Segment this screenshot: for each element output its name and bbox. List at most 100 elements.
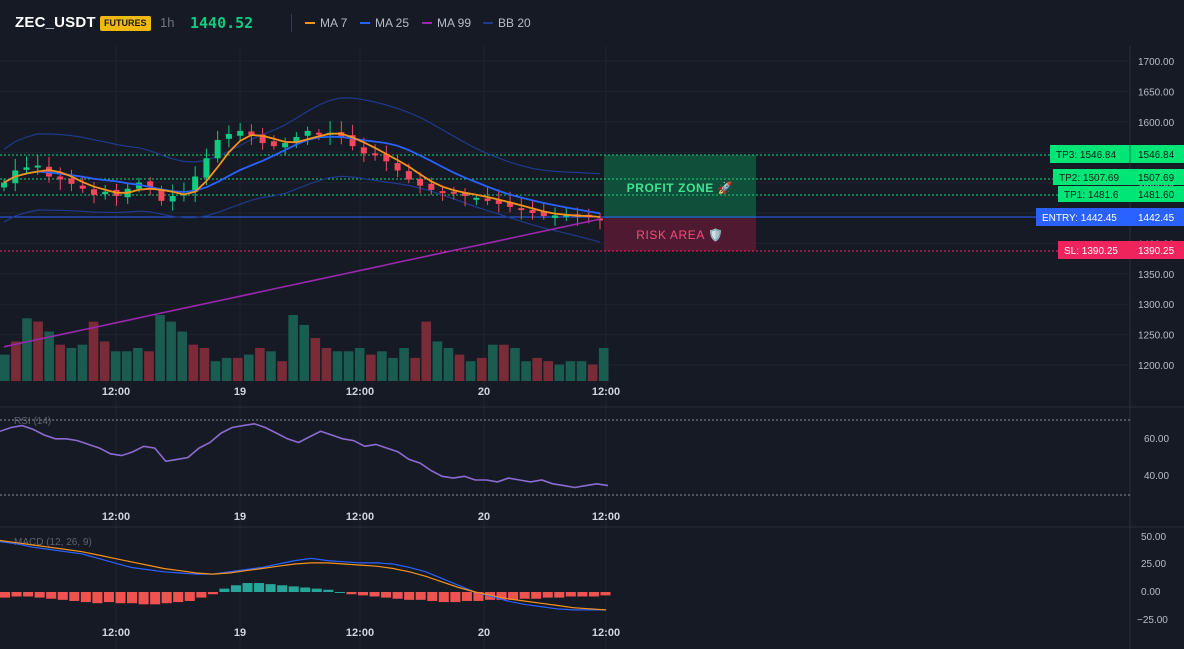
candle-body [293, 137, 300, 144]
volume-bar [510, 348, 520, 381]
price-tick: 1700.00 [1138, 57, 1175, 68]
volume-bar [576, 361, 587, 381]
volume-bar [33, 321, 43, 381]
volume-bar [88, 321, 99, 381]
volume-bar [177, 331, 188, 381]
candle-body [225, 133, 232, 139]
candle-body [270, 141, 277, 147]
symbol-title[interactable]: ZEC_USDT [15, 14, 96, 31]
volume-bar [354, 348, 365, 381]
volume-bar [155, 315, 165, 381]
candle-body [259, 134, 266, 144]
macd-tick-neg25: −25.00 [1137, 615, 1168, 626]
volume-bar [99, 341, 110, 381]
time-tick: 12:00 [102, 386, 130, 398]
volume-bar [232, 357, 243, 381]
macd-hist-bar [230, 585, 241, 592]
tp1-tag[interactable]: TP1: 1481.6 1481.60 [1058, 186, 1184, 202]
volume-bar [399, 348, 409, 381]
tp3-tag-label: TP3: 1546.84 [1056, 150, 1116, 161]
candle-body [450, 191, 457, 194]
legend-bb20[interactable]: BB 20 [483, 16, 531, 30]
ma99-swatch [422, 22, 432, 24]
macd-hist-bar [69, 592, 80, 601]
volume-bar [488, 344, 498, 381]
macd-tick-0: 0.00 [1141, 587, 1161, 598]
time-tick: 12:00 [102, 627, 130, 639]
macd-hist-bar [57, 592, 68, 600]
entry-axis-value: 1442.45 [1138, 213, 1175, 224]
volume-bar [144, 351, 154, 381]
candle-body [439, 191, 446, 194]
macd-hist-bar [207, 592, 218, 595]
volume-bars [0, 315, 609, 381]
volume-bar [110, 351, 121, 381]
risk-zone[interactable] [604, 218, 756, 251]
volume-bar [288, 315, 298, 381]
futures-badge: FUTURES [100, 16, 151, 31]
macd-hist-bar [184, 592, 195, 601]
macd-hist-bar [80, 592, 91, 603]
candle-body [1, 182, 7, 188]
macd-hist-bar [438, 592, 449, 603]
macd-hist-bar [196, 592, 207, 598]
legend-ma25[interactable]: MA 25 [360, 16, 409, 30]
macd-hist-bar [219, 588, 230, 592]
time-tick: 12:00 [592, 386, 620, 398]
trading-chart[interactable]: PROFIT ZONE 🚀 RISK AREA 🛡️ 1700.00 1650.0… [0, 46, 1184, 649]
sl-tag[interactable]: SL: 1390.25 1390.25 [1058, 241, 1184, 259]
volume-bar [521, 361, 531, 381]
volume-bar [77, 344, 88, 381]
tp2-tag[interactable]: TP2: 1507.69 1507.69 [1053, 169, 1184, 185]
tp3-tag[interactable]: TP3: 1546.84 1546.84 [1050, 145, 1184, 163]
legend-ma7[interactable]: MA 7 [305, 16, 347, 30]
macd-hist-bar [346, 592, 357, 595]
volume-bar [244, 354, 254, 381]
candle-body [552, 215, 559, 218]
volume-bar [11, 341, 21, 381]
ma25-label: MA 25 [375, 16, 410, 30]
volume-bar [443, 348, 454, 381]
macd-hist-bar [588, 592, 599, 597]
candle-body [360, 147, 367, 154]
ma7-swatch [305, 22, 315, 24]
candle-body [237, 130, 244, 136]
macd-hist-bar [46, 592, 57, 599]
volume-bar [432, 341, 443, 381]
volume-bar [221, 357, 232, 381]
candle-body [428, 183, 435, 190]
volume-bar [343, 351, 354, 381]
volume-bar [255, 348, 265, 381]
grid-lines [0, 46, 1130, 649]
rsi-line [0, 422, 609, 489]
candle-body [405, 171, 412, 180]
price-tick: 1650.00 [1138, 87, 1175, 98]
volume-bar [266, 351, 276, 381]
volume-bar [565, 361, 576, 381]
profit-zone[interactable] [604, 155, 756, 218]
candle-body [23, 167, 30, 170]
timeframe-selector[interactable]: 1h [160, 15, 175, 30]
candle-body [282, 143, 289, 148]
macd-hist-bar [415, 592, 426, 600]
time-tick: 12:00 [592, 511, 620, 523]
sl-axis-value: 1390.25 [1138, 246, 1175, 257]
entry-tag[interactable]: ENTRY: 1442.45 1442.45 [1036, 208, 1184, 226]
macd-hist-bar [311, 588, 322, 592]
macd-hist-bar [577, 592, 588, 597]
candle-body [102, 191, 109, 195]
volume-bar [587, 364, 598, 381]
volume-bar [388, 357, 398, 381]
macd-hist-bar [11, 592, 22, 597]
macd-hist-bar [427, 592, 438, 601]
macd-hist-bar [277, 585, 288, 592]
time-axes[interactable]: 12:00 19 12:00 20 12:00 12:00 19 12:00 20 12:00 12… [102, 386, 620, 639]
legend-ma99[interactable]: MA 99 [422, 16, 471, 30]
volume-bar [22, 318, 32, 381]
macd-hist-bar [254, 583, 265, 592]
candle-body [495, 200, 502, 204]
price-tick: 1600.00 [1138, 118, 1175, 129]
macd-hist-bar [34, 592, 45, 598]
volume-bar [410, 357, 420, 381]
ma25-swatch [360, 22, 370, 24]
